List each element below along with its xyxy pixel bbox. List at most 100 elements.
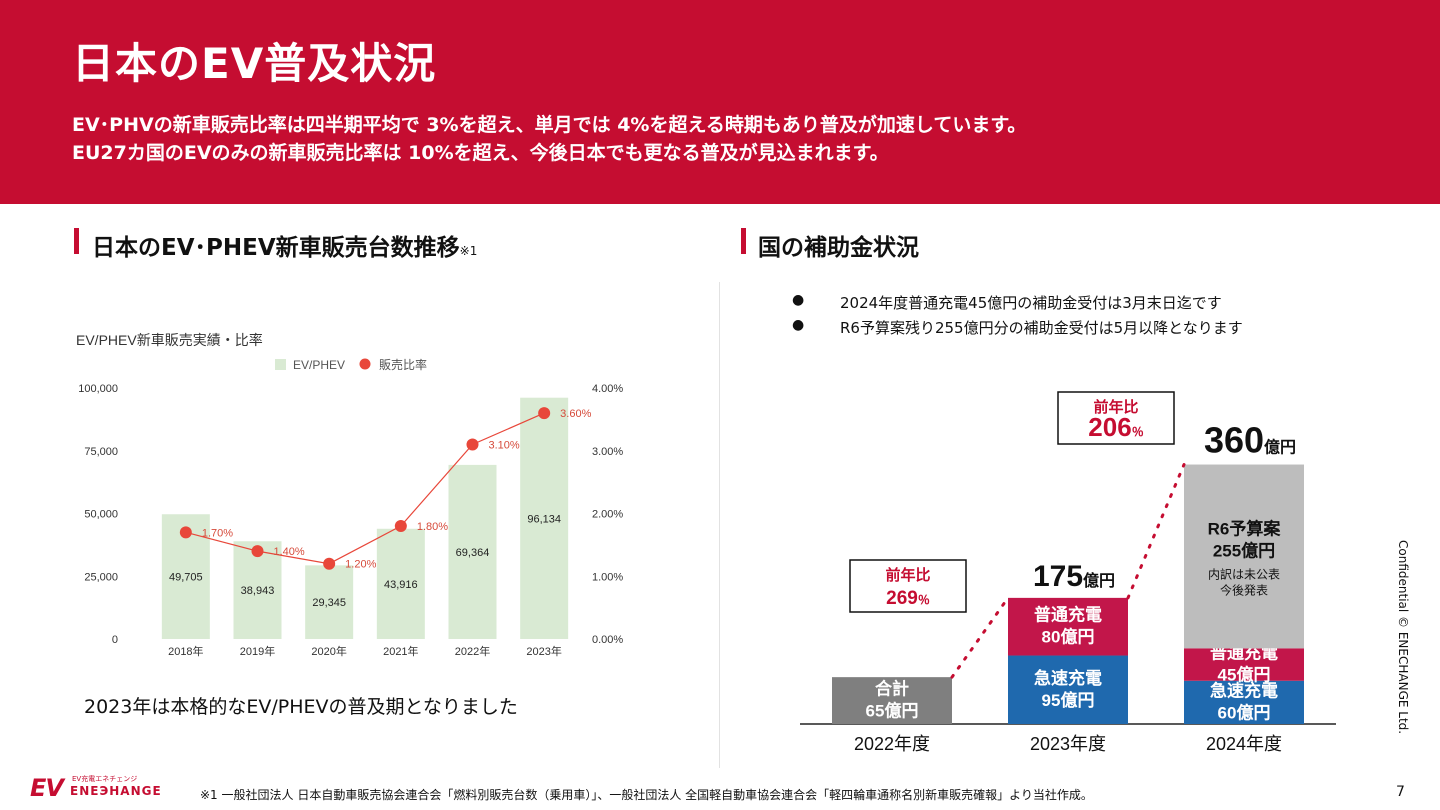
section-divider [719,282,720,768]
y-tick-label: 0 [112,634,118,646]
total-label: 360億円 [1204,420,1296,461]
bar-value-label: 96,134 [527,513,561,525]
segment-label: 60億円 [1218,702,1271,722]
ratio-point [251,545,264,558]
x-category-label: 2023年度 [1030,734,1106,754]
growth-unit: ％ [918,593,930,607]
left-heading-note: ※1 [459,244,478,258]
growth-box-value: 269％ [886,588,930,609]
x-tick-label: 2021年 [383,644,418,658]
page-title: 日本のEV普及状況 [72,39,437,88]
subtitle-line-1: EV･PHVの新車販売比率は四半期平均で 3%を超え、単月では 4%を超える時期… [72,114,1027,136]
segment-label: 急速充電 [1034,668,1102,688]
x-tick-label: 2022年 [455,644,490,658]
left-caption: 2023年は本格的なEV/PHEVの普及期となりました [84,696,518,718]
page-number: 7 [1396,784,1405,800]
stack-segment [1184,680,1304,724]
growth-value: 269 [886,588,918,609]
header-banner: 日本のEV普及状況 EV･PHVの新車販売比率は四半期平均で 3%を超え、単月で… [0,0,1440,204]
logo-name: ENEЭHANGE [70,784,162,798]
x-tick-label: 2020年 [311,644,346,658]
stack-segment [1008,655,1128,724]
bar-value-label: 29,345 [312,597,346,609]
legend-line-marker [359,358,371,370]
segment-label: 急速充電 [1210,680,1278,700]
segment-label: 255億円 [1213,540,1275,560]
x-tick-label: 2018年 [168,644,203,658]
ratio-label: 3.60% [560,408,591,420]
growth-box-value: 206％ [1088,412,1143,442]
growth-unit: ％ [1132,425,1144,439]
bar-value-label: 49,705 [169,572,203,584]
x-tick-label: 2023年 [526,644,561,658]
left-heading-marker [74,228,79,254]
growth-value: 206 [1088,412,1131,442]
y-tick-label: 25,000 [84,571,118,583]
left-section-heading: 日本のEV･PHEV新車販売台数推移※1 [92,228,477,262]
stack-segment [1008,597,1128,656]
x-tick-label: 2019年 [240,644,275,658]
ratio-point [323,557,336,570]
segment-label: 今後発表 [1220,582,1268,597]
bullet-dot-icon: ● [792,292,805,308]
bar [520,397,569,639]
y-tick-label: 75,000 [84,446,118,458]
stack-segment [832,677,952,724]
y-tick-label: 50,000 [84,509,118,521]
total-label: 175億円 [1033,560,1115,593]
bar-value-label: 38,943 [241,585,275,597]
left-heading-text: 日本のEV･PHEV新車販売台数推移 [92,235,460,261]
bar [233,541,282,639]
y2-tick-label: 4.00% [592,383,623,395]
legend-line-label: 販売比率 [379,357,427,372]
ratio-label: 1.20% [345,559,376,571]
bar [376,528,425,639]
right-section-heading: 国の補助金状況 [758,235,919,261]
segment-label: 95億円 [1042,690,1095,710]
growth-connector [1126,463,1186,600]
growth-box-title: 前年比 [1093,398,1138,416]
total-unit: 億円 [1083,571,1115,590]
ratio-point [538,407,551,420]
total-unit: 億円 [1264,438,1296,457]
bar [305,565,354,639]
ratio-label: 1.70% [202,527,233,539]
bullet-text: 2024年度普通充電45億円の補助金受付は3月末日迄です [840,294,1222,312]
footnote: ※1 一般社団法人 日本自動車販売協会連合会「燃料別販売台数（乗用車）」、一般社… [200,788,1093,802]
segment-label: R6予算案 [1208,518,1282,538]
growth-box [1057,391,1175,445]
segment-label: 内訳は未公表 [1208,566,1280,581]
segment-label: 45億円 [1218,665,1271,685]
subsidy-chart: 合計65億円2022年度急速充電95億円普通充電80億円2023年度175億円急… [800,391,1336,754]
y-tick-label: 100,000 [78,383,118,395]
x-category-label: 2024年度 [1206,734,1282,754]
total-value: 175 [1033,560,1083,593]
confidential-notice: Confidential © ENECHANGE Ltd. [1396,540,1410,735]
bar-value-label: 43,916 [384,579,418,591]
legend-bar-label: EV/PHEV [293,358,345,372]
logo-mark: EV [30,774,64,802]
segment-label: 普通充電 [1034,605,1102,625]
total-value: 360 [1204,420,1264,461]
ratio-label: 1.40% [274,546,305,558]
ratio-point [179,526,192,539]
segment-label: 65億円 [866,701,919,721]
right-heading-marker [741,228,746,254]
y2-tick-label: 2.00% [592,509,623,521]
logo-tagline: EV充電エネチェンジ [72,775,138,783]
chart-title: EV/PHEV新車販売実績・比率 [76,332,263,348]
stack-segment [1184,648,1304,681]
bullet-dot-icon: ● [792,317,805,333]
y2-tick-label: 3.00% [592,446,623,458]
bar [448,464,497,639]
segment-label: 80億円 [1042,627,1095,647]
ratio-point [394,520,407,533]
bullet-text: R6予算案残り255億円分の補助金受付は5月以降となります [840,319,1243,337]
enechange-logo: EV EV充電エネチェンジ ENEЭHANGE [30,772,162,802]
legend-bar-swatch [275,359,286,370]
ratio-label: 3.10% [489,439,520,451]
ratio-line [185,412,545,565]
y2-tick-label: 1.00% [592,571,623,583]
segment-label: 合計 [875,679,909,699]
